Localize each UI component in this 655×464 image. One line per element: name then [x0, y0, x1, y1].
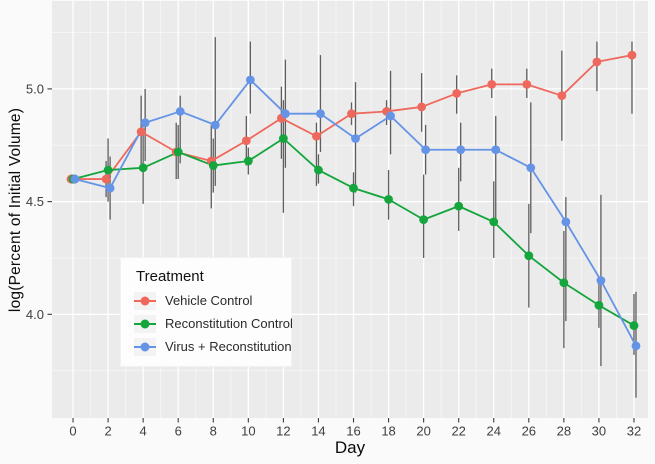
legend-label: Virus + Reconstitution: [165, 339, 292, 354]
virus-reconstitution-key-icon: [134, 337, 156, 356]
x-tick-label: 20: [416, 424, 430, 439]
x-tick-label: 4: [140, 424, 147, 439]
data-point: [629, 321, 639, 330]
series-points-2: [68, 134, 639, 330]
x-tick-label: 12: [276, 424, 290, 439]
data-point: [487, 80, 497, 89]
y-axis-title: log(Percent of Initial Volume): [7, 107, 24, 313]
data-point: [421, 145, 431, 155]
data-point: [631, 341, 641, 351]
legend: Treatment Vehicle Control Reconstitution…: [120, 257, 293, 367]
x-axis-title: Day: [334, 438, 366, 457]
x-tick-label: 2: [104, 424, 111, 439]
series-points-3: [70, 75, 641, 351]
data-point: [101, 174, 111, 184]
data-point: [175, 107, 185, 116]
y-tick-label: 5.0: [26, 81, 44, 96]
data-point: [278, 134, 288, 143]
data-point: [627, 50, 637, 60]
data-point: [243, 156, 253, 166]
data-point: [386, 111, 395, 121]
data-point: [351, 134, 360, 143]
y-tick-label: 4.0: [26, 307, 44, 322]
legend-item-reconstitution-control: Reconstitution Control: [121, 312, 293, 335]
data-point: [559, 278, 569, 288]
data-point: [456, 145, 466, 155]
data-point: [280, 109, 290, 119]
y-tick-label: 4.5: [26, 194, 44, 209]
data-point: [557, 91, 567, 101]
data-point: [136, 127, 146, 137]
data-point: [245, 75, 255, 85]
legend-label: Reconstitution Control: [165, 316, 293, 331]
reconstitution-control-key-icon: [134, 314, 156, 333]
data-point: [522, 80, 532, 89]
data-point: [349, 183, 358, 193]
data-point: [103, 165, 113, 175]
data-point: [417, 102, 427, 112]
x-tick-label: 0: [69, 424, 76, 439]
data-point: [454, 201, 464, 211]
x-tick-label: 30: [592, 424, 606, 439]
data-point: [70, 174, 80, 184]
x-tick-label: 18: [381, 424, 395, 439]
data-point: [592, 57, 602, 67]
data-point: [561, 217, 571, 227]
x-tick-label: 14: [311, 424, 325, 439]
data-point: [210, 120, 220, 130]
data-point: [105, 183, 115, 193]
vehicle-control-key-icon: [134, 291, 156, 310]
data-point: [489, 217, 499, 227]
data-point: [173, 147, 183, 157]
data-point: [314, 165, 323, 175]
data-point: [347, 109, 356, 119]
legend-item-vehicle-control: Vehicle Control: [121, 289, 291, 312]
data-point: [419, 215, 429, 225]
x-tick-label: 26: [522, 424, 536, 439]
axis-ticks: [47, 88, 635, 423]
x-tick-label: 32: [627, 424, 641, 439]
x-tick-label: 6: [175, 424, 182, 439]
x-tick-label: 24: [487, 424, 501, 439]
data-point: [312, 131, 321, 141]
data-point: [526, 163, 536, 173]
data-point: [491, 145, 501, 155]
data-point: [316, 109, 325, 119]
data-point: [241, 136, 251, 146]
x-tick-label: 28: [557, 424, 571, 439]
legend-label: Vehicle Control: [165, 293, 253, 308]
data-point: [138, 163, 148, 173]
axis-tick-labels: 0 2 4 6 8 10 12 14 16 18 20 22 24 26 28 30 324.04.55.0: [26, 81, 641, 438]
x-tick-label: 16: [346, 424, 360, 439]
x-tick-label: 22: [451, 424, 465, 439]
data-point: [452, 89, 462, 98]
data-point: [596, 276, 606, 285]
data-point: [208, 161, 218, 170]
data-point: [524, 251, 534, 261]
data-point: [140, 118, 150, 128]
x-tick-label: 10: [241, 424, 255, 439]
legend-item-virus-reconstitution: Virus + Reconstitution: [121, 335, 292, 358]
data-point: [594, 300, 604, 310]
legend-title: Treatment: [136, 268, 204, 285]
data-point: [384, 194, 393, 204]
x-tick-label: 8: [210, 424, 217, 439]
